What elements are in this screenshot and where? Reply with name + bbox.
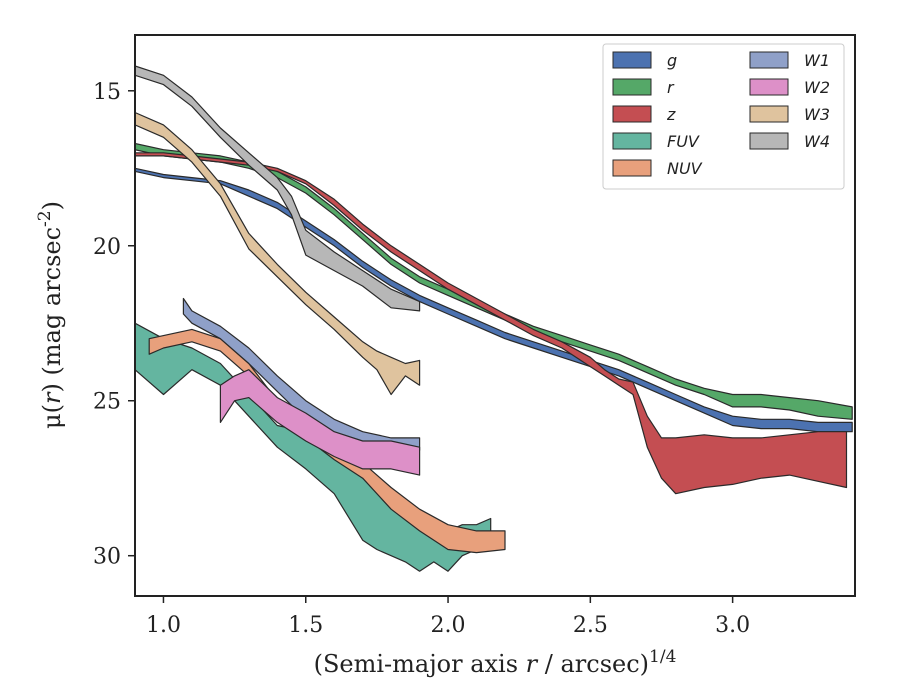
x-tick-label: 3.0	[715, 613, 750, 638]
y-axis-ticks: 15 20 25 30	[93, 80, 135, 570]
legend-swatch-nuv	[612, 159, 652, 177]
legend-swatch-w2	[749, 78, 789, 96]
plot-frame	[134, 34, 856, 597]
legend-swatch-r	[612, 78, 652, 96]
legend-label-w1: W1	[804, 51, 830, 70]
legend-label-w4: W4	[804, 132, 830, 151]
legend-label-fuv: FUV	[667, 132, 700, 151]
legend-label-nuv: NUV	[667, 159, 703, 178]
legend-label-g: g	[667, 51, 677, 70]
legend-swatch-w4	[749, 132, 789, 150]
x-axis-label: (Semi-major axis r / arcsec)1/4	[314, 647, 677, 678]
band-w2	[219, 369, 421, 476]
legend-swatch-z	[612, 105, 652, 123]
band-w4	[135, 65, 421, 312]
legend: grz FUV NUV W1 W2 W3 W4	[602, 43, 845, 190]
legend-swatch-w3	[749, 105, 789, 123]
legend-label-w3: W3	[804, 105, 830, 124]
band-z	[135, 152, 848, 495]
band-g	[135, 167, 853, 433]
legend-label-r: r	[667, 78, 675, 97]
x-tick-label: 2.0	[431, 613, 466, 638]
y-axis-label: μ(r) (mag arcsec-2)	[35, 201, 66, 429]
y-tick-label: 20	[93, 235, 121, 260]
x-tick-label: 1.5	[288, 613, 323, 638]
y-tick-label: 15	[93, 80, 121, 105]
x-tick-label: 1.0	[146, 613, 181, 638]
legend-label-w2: W2	[804, 78, 830, 97]
x-tick-label: 2.5	[573, 613, 608, 638]
y-tick-label: 25	[93, 390, 121, 415]
band-r	[135, 142, 853, 420]
legend-label-z: z	[666, 105, 676, 124]
x-axis-ticks: 1.0 1.5 2.0 2.5 3.0	[146, 596, 750, 638]
y-tick-label: 30	[93, 545, 121, 570]
band-w3	[135, 111, 421, 396]
legend-swatch-fuv	[612, 132, 652, 150]
legend-swatch-g	[612, 51, 652, 69]
profile-bands	[135, 65, 853, 572]
legend-swatch-w1	[749, 51, 789, 69]
